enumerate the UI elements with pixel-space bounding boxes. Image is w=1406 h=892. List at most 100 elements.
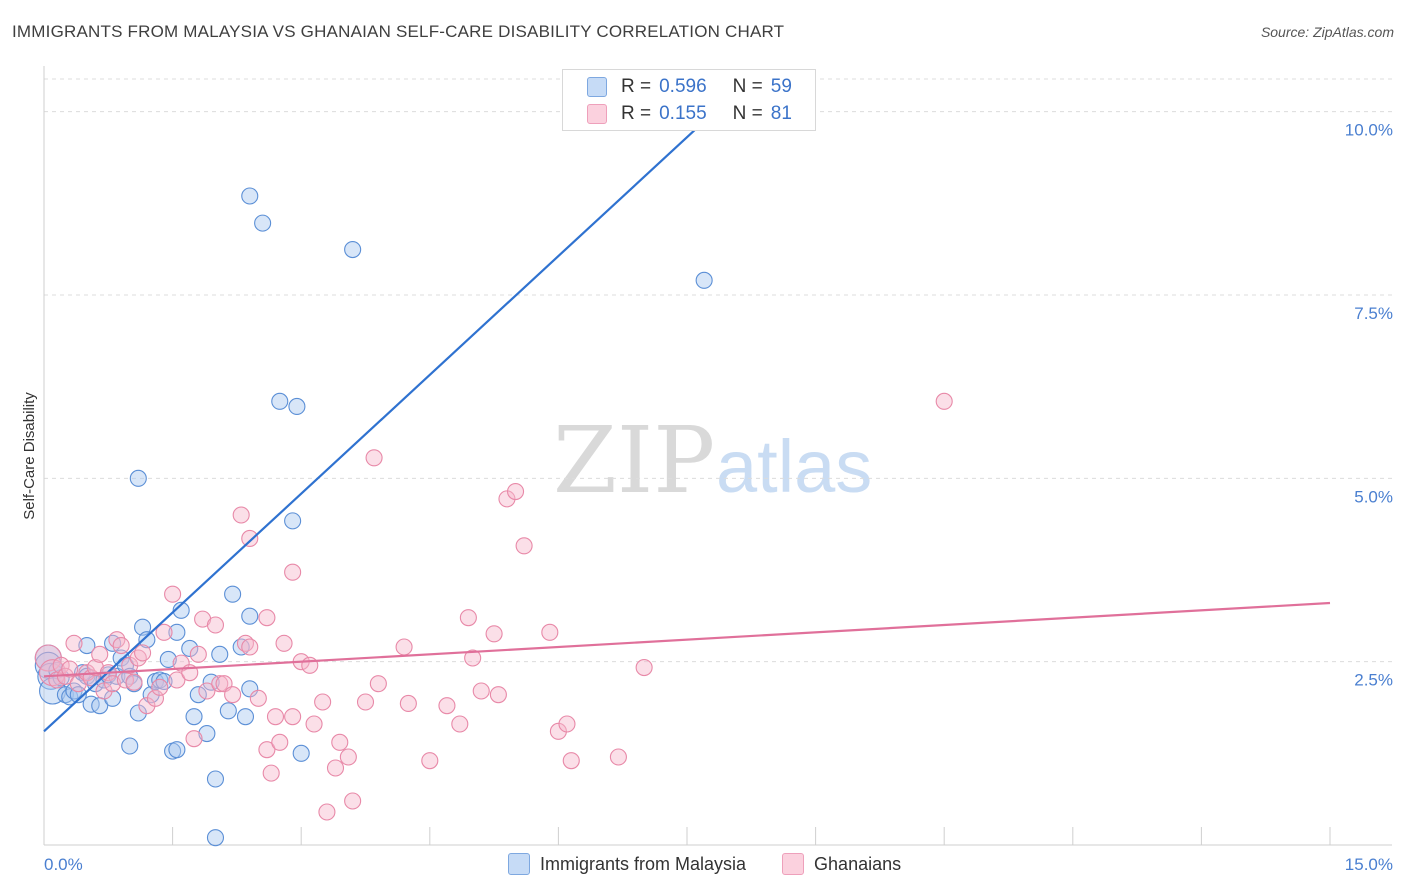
data-point bbox=[138, 631, 156, 649]
data-point bbox=[609, 748, 627, 766]
data-point bbox=[284, 708, 302, 726]
data-point bbox=[356, 693, 375, 711]
watermark-atlas: atlas bbox=[716, 425, 872, 508]
data-point bbox=[189, 686, 207, 704]
data-point bbox=[326, 759, 345, 777]
data-point bbox=[464, 649, 482, 667]
data-point bbox=[451, 715, 469, 733]
data-point bbox=[339, 748, 357, 766]
data-point bbox=[344, 240, 362, 259]
series-legend: Immigrants from Malaysia Ghanaians bbox=[508, 853, 937, 875]
legend-swatch-malaysia bbox=[508, 853, 530, 875]
watermark: ZIP atlas bbox=[553, 407, 872, 514]
data-point bbox=[61, 660, 79, 678]
data-point bbox=[151, 678, 169, 696]
data-point bbox=[189, 645, 207, 663]
data-point bbox=[52, 656, 70, 674]
legend-r-value: 0.596 bbox=[659, 76, 707, 97]
data-point bbox=[224, 585, 242, 603]
data-point bbox=[284, 563, 302, 581]
grid-lines bbox=[44, 78, 1392, 663]
data-point bbox=[635, 658, 653, 677]
data-point bbox=[159, 650, 177, 669]
x-tick-label-max: 15.0% bbox=[1345, 855, 1393, 874]
data-point bbox=[168, 623, 186, 641]
data-point bbox=[134, 644, 152, 662]
y-axis-label: Self-Care Disability bbox=[21, 392, 38, 520]
legend-swatch-malaysia bbox=[587, 77, 607, 97]
y-tick-label: 5.0% bbox=[1354, 487, 1393, 506]
data-point bbox=[211, 645, 229, 663]
data-point bbox=[271, 392, 289, 410]
data-point bbox=[421, 752, 439, 770]
legend-item-malaysia[interactable]: Immigrants from Malaysia bbox=[508, 853, 746, 875]
legend-n-value: 59 bbox=[770, 76, 792, 97]
data-point bbox=[95, 682, 113, 700]
trend-line-ghanaians bbox=[43, 601, 1331, 678]
legend-item-ghanaians[interactable]: Ghanaians bbox=[782, 853, 901, 875]
legend-label-malaysia: Immigrants from Malaysia bbox=[540, 853, 747, 874]
data-point bbox=[275, 634, 293, 652]
data-point bbox=[472, 682, 490, 700]
legend-row-malaysia: R = 0.596 N = 59 bbox=[587, 75, 792, 99]
trend-line-malaysia bbox=[43, 88, 740, 733]
data-point bbox=[318, 803, 336, 821]
y-tick-label: 10.0% bbox=[1345, 121, 1393, 140]
data-point bbox=[125, 673, 143, 691]
source-credit: Source: ZipAtlas.com bbox=[1260, 24, 1394, 40]
data-point bbox=[262, 764, 280, 782]
data-point bbox=[489, 686, 507, 704]
data-point bbox=[506, 482, 525, 501]
data-point bbox=[369, 675, 387, 693]
axes bbox=[43, 66, 1392, 846]
data-point bbox=[121, 737, 139, 755]
correlation-legend: R = 0.596 N = 59 R = 0.155 N = 81 bbox=[562, 69, 816, 131]
data-point bbox=[266, 708, 285, 726]
legend-r-label: R = bbox=[621, 76, 652, 97]
data-point bbox=[241, 607, 259, 625]
data-point bbox=[331, 733, 349, 751]
data-point bbox=[271, 733, 289, 751]
legend-swatch-ghanaians bbox=[587, 104, 607, 124]
data-point bbox=[515, 537, 533, 555]
data-point bbox=[284, 512, 302, 530]
data-point bbox=[236, 708, 255, 726]
data-point bbox=[549, 722, 567, 740]
data-point bbox=[562, 752, 580, 770]
data-point bbox=[206, 829, 225, 847]
legend-r-label: R = bbox=[621, 103, 652, 124]
chart-title: IMMIGRANTS FROM MALAYSIA VS GHANAIAN SEL… bbox=[12, 22, 785, 41]
data-point bbox=[249, 689, 267, 707]
data-point bbox=[365, 449, 383, 467]
data-point bbox=[241, 680, 259, 698]
data-point bbox=[172, 654, 190, 672]
data-point bbox=[91, 645, 109, 663]
y-tick-label: 7.5% bbox=[1354, 304, 1393, 323]
x-tick-label-min: 0.0% bbox=[44, 855, 83, 874]
data-point bbox=[82, 695, 100, 713]
data-point bbox=[104, 689, 122, 707]
legend-n-label: N = bbox=[732, 76, 763, 97]
legend-label-ghanaians: Ghanaians bbox=[814, 853, 902, 874]
data-point bbox=[86, 658, 104, 677]
data-point bbox=[121, 656, 139, 674]
data-point bbox=[104, 675, 122, 693]
data-point bbox=[301, 656, 319, 674]
data-point bbox=[181, 639, 199, 658]
data-point bbox=[344, 792, 362, 810]
data-point bbox=[146, 689, 165, 707]
data-point bbox=[292, 744, 310, 762]
watermark-zip: ZIP bbox=[553, 407, 715, 514]
legend-r-value: 0.155 bbox=[659, 103, 707, 124]
legend-swatch-ghanaians bbox=[782, 853, 805, 875]
data-point bbox=[305, 715, 323, 733]
data-point bbox=[185, 708, 203, 726]
data-point bbox=[438, 697, 456, 715]
legend-row-ghanaians: R = 0.155 N = 81 bbox=[587, 102, 792, 126]
data-point bbox=[224, 686, 242, 704]
data-point bbox=[258, 741, 276, 759]
data-point bbox=[206, 770, 225, 788]
data-point bbox=[112, 636, 130, 655]
data-point bbox=[232, 506, 250, 524]
